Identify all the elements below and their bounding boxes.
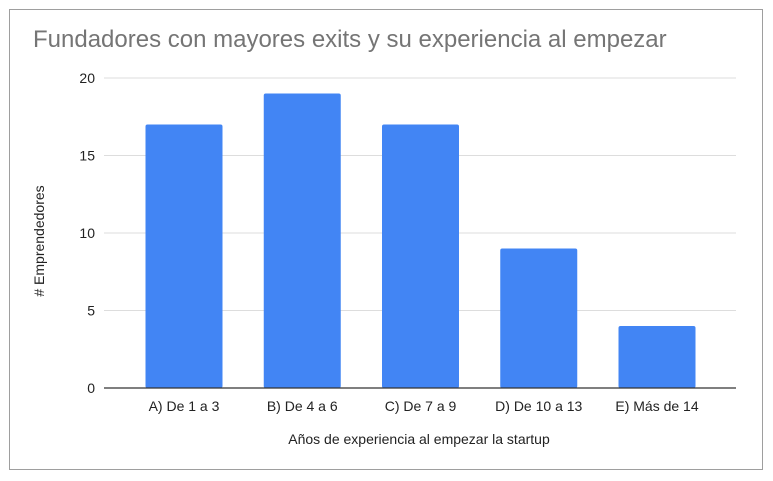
y-tick-labels: 0 5 10 15 20: [79, 70, 95, 396]
bars: [145, 93, 696, 388]
chart-title: Fundadores con mayores exits y su experi…: [33, 26, 667, 53]
y-tick-label: 10: [79, 225, 95, 241]
x-tick-label: C) De 7 a 9: [385, 398, 457, 414]
y-tick-label: 5: [87, 303, 95, 319]
bar: [618, 326, 696, 388]
x-tick-label: E) Más de 14: [615, 398, 698, 414]
y-tick-label: 0: [87, 380, 95, 396]
bar: [382, 124, 459, 388]
y-tick-label: 15: [79, 148, 95, 164]
y-tick-label: 20: [79, 70, 95, 86]
bar: [145, 124, 223, 388]
x-axis-title: Años de experiencia al empezar la startu…: [288, 431, 550, 447]
x-tick-label: B) De 4 a 6: [267, 398, 338, 414]
bar: [500, 248, 578, 388]
x-tick-label: D) De 10 a 13: [495, 398, 582, 414]
x-tick-label: A) De 1 a 3: [149, 398, 220, 414]
y-axis-title: # Emprendedores: [31, 185, 47, 296]
x-tick-labels: A) De 1 a 3 B) De 4 a 6 C) De 7 a 9 D) De 1…: [149, 398, 699, 414]
bar: [263, 93, 341, 388]
